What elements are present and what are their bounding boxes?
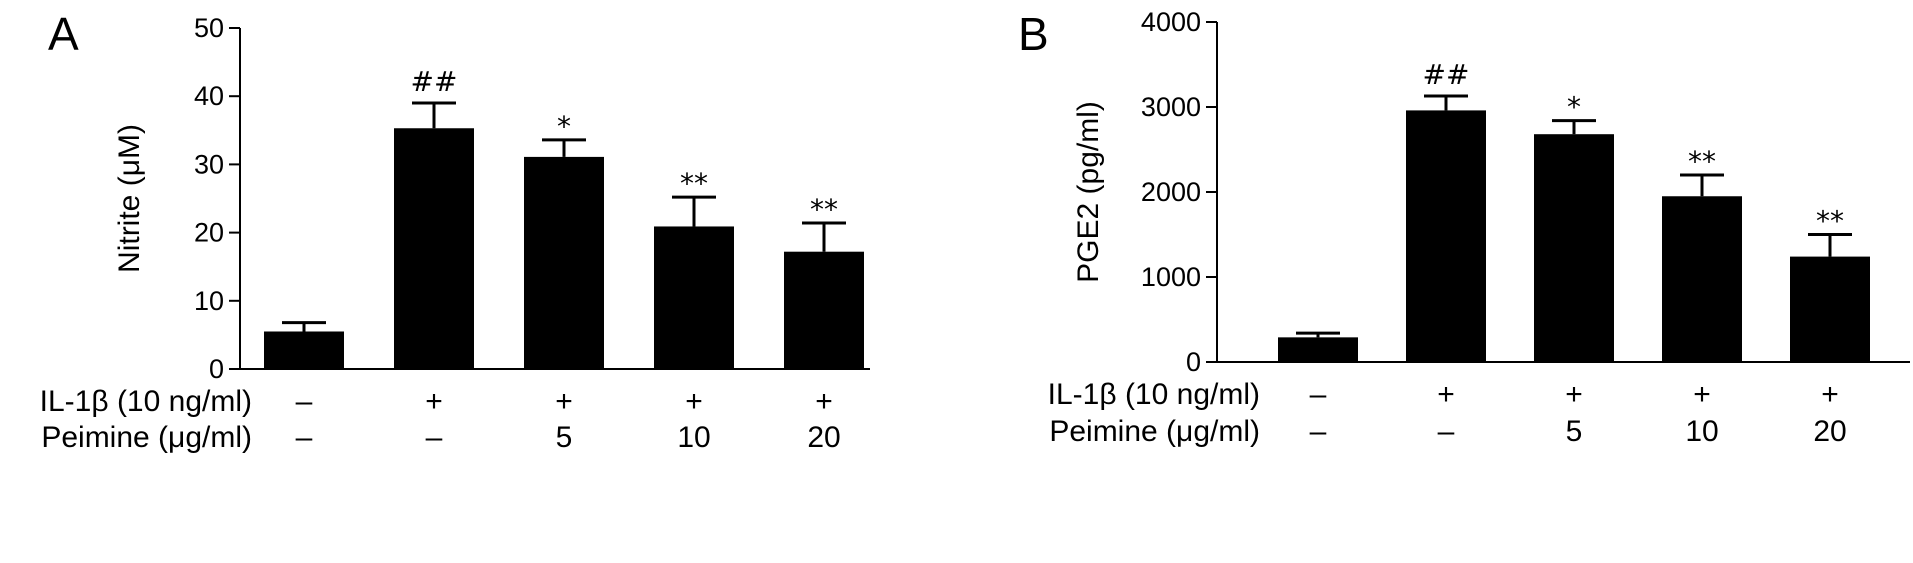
y-tick-label: 20: [194, 218, 224, 248]
condition-value: –: [426, 421, 443, 454]
significance-marker: *: [1567, 91, 1581, 124]
condition-value: 5: [1566, 415, 1583, 448]
condition-value: 10: [677, 421, 710, 454]
y-axis-title: Nitrite (μM): [113, 124, 146, 273]
panel-letter-b: B: [1018, 8, 1049, 60]
condition-value: +: [1437, 378, 1455, 411]
condition-value: +: [1565, 378, 1583, 411]
bar: [1790, 256, 1870, 362]
condition-value: +: [1693, 378, 1711, 411]
condition-value: +: [1821, 378, 1839, 411]
y-tick-label: 3000: [1141, 92, 1201, 122]
bar: [264, 331, 344, 369]
panel-letter-a: A: [48, 8, 79, 60]
condition-value: 5: [556, 421, 573, 454]
significance-marker: **: [1816, 205, 1844, 238]
y-axis-title: PGE2 (pg/ml): [1072, 101, 1105, 283]
bar: [784, 251, 864, 369]
condition-value: –: [1310, 378, 1327, 411]
condition-label: Peimine (μg/ml): [1049, 415, 1260, 448]
y-tick-label: 40: [194, 81, 224, 111]
y-tick-label: 1000: [1141, 262, 1201, 292]
y-tick-label: 0: [209, 354, 224, 384]
significance-marker: *: [557, 110, 571, 143]
bar: [1406, 110, 1486, 363]
condition-value: +: [555, 385, 573, 418]
significance-marker: **: [810, 193, 838, 226]
condition-value: +: [685, 385, 703, 418]
bar: [1534, 134, 1614, 362]
condition-value: –: [1310, 415, 1327, 448]
condition-value: –: [1438, 415, 1455, 448]
significance-marker: ##: [1423, 58, 1470, 91]
condition-value: 10: [1685, 415, 1718, 448]
bar: [1662, 196, 1742, 362]
condition-value: –: [296, 421, 313, 454]
condition-value: +: [425, 385, 443, 418]
condition-value: 20: [1813, 415, 1846, 448]
y-tick-label: 30: [194, 149, 224, 179]
significance-marker: **: [680, 167, 708, 200]
condition-value: 20: [807, 421, 840, 454]
y-tick-label: 10: [194, 286, 224, 316]
condition-label: IL-1β (10 ng/ml): [40, 385, 252, 418]
condition-value: –: [296, 385, 313, 418]
bar: [524, 156, 604, 369]
condition-label: Peimine (μg/ml): [41, 421, 252, 454]
condition-label: IL-1β (10 ng/ml): [1048, 378, 1260, 411]
y-tick-label: 0: [1186, 347, 1201, 377]
bar: [654, 226, 734, 369]
y-tick-label: 4000: [1141, 7, 1201, 37]
bar: [1278, 337, 1358, 362]
bar: [394, 128, 474, 369]
significance-marker: **: [1688, 145, 1716, 178]
condition-value: +: [815, 385, 833, 418]
y-tick-label: 50: [194, 13, 224, 43]
significance-marker: ##: [411, 65, 458, 98]
y-tick-label: 2000: [1141, 177, 1201, 207]
